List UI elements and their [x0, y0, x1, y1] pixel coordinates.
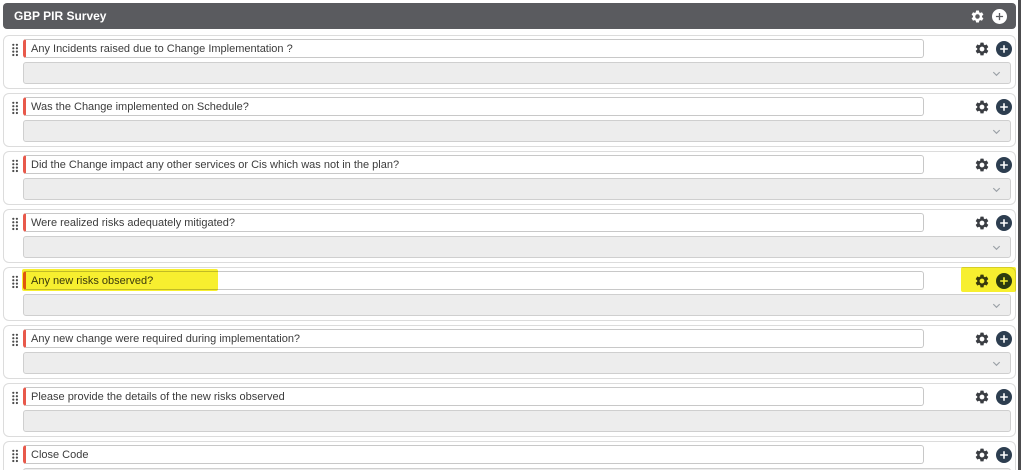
question-settings-icon[interactable] [974, 389, 990, 405]
survey-header: GBP PIR Survey [3, 3, 1016, 29]
drag-handle-icon[interactable] [11, 275, 19, 289]
drag-handle-icon[interactable] [11, 159, 19, 173]
question-add-circle-icon[interactable] [996, 446, 1012, 463]
chevron-down-icon [992, 71, 1001, 77]
drag-handle-icon[interactable] [11, 101, 19, 115]
survey-question-card [3, 267, 1016, 321]
answer-select[interactable] [23, 352, 1011, 374]
chevron-down-icon [992, 187, 1001, 193]
survey-question-card [3, 383, 1016, 437]
question-add-circle-icon[interactable] [996, 98, 1012, 115]
question-settings-icon[interactable] [974, 99, 990, 115]
question-text-input[interactable] [23, 329, 924, 348]
chevron-down-icon [992, 129, 1001, 135]
question-settings-icon[interactable] [974, 331, 990, 347]
question-add-circle-icon[interactable] [996, 330, 1012, 347]
question-actions [974, 213, 1012, 232]
answer-select[interactable] [23, 62, 1011, 84]
window-edge-line [1018, 0, 1021, 470]
question-add-circle-icon[interactable] [996, 388, 1012, 405]
question-add-circle-icon[interactable] [996, 156, 1012, 173]
drag-handle-icon[interactable] [11, 217, 19, 231]
answer-select[interactable] [23, 178, 1011, 200]
question-add-circle-icon[interactable] [996, 214, 1012, 231]
survey-question-card [3, 441, 1016, 470]
drag-handle-icon[interactable] [11, 333, 19, 347]
question-actions [974, 97, 1012, 116]
survey-question-card [3, 35, 1016, 89]
question-text-input[interactable] [23, 445, 924, 464]
answer-select[interactable] [23, 120, 1011, 142]
survey-add-circle-icon[interactable] [992, 8, 1007, 24]
question-text-input[interactable] [23, 155, 924, 174]
survey-question-card [3, 151, 1016, 205]
drag-handle-icon[interactable] [11, 43, 19, 57]
answer-select[interactable] [23, 294, 1011, 316]
chevron-down-icon [992, 245, 1001, 251]
question-actions [974, 329, 1012, 348]
question-settings-icon[interactable] [974, 447, 990, 463]
question-actions [974, 445, 1012, 464]
question-text-input[interactable] [23, 39, 924, 58]
drag-handle-icon[interactable] [11, 391, 19, 405]
question-settings-icon[interactable] [974, 215, 990, 231]
chevron-down-icon [992, 303, 1001, 309]
survey-container: GBP PIR Survey [3, 3, 1016, 470]
question-actions [974, 387, 1012, 406]
survey-title: GBP PIR Survey [14, 9, 107, 23]
question-actions [974, 271, 1012, 290]
question-text-input[interactable] [23, 97, 924, 116]
drag-handle-icon[interactable] [11, 449, 19, 463]
survey-question-card [3, 93, 1016, 147]
question-add-circle-icon[interactable] [996, 40, 1012, 57]
question-add-circle-icon[interactable] [996, 272, 1012, 289]
survey-question-card [3, 209, 1016, 263]
question-settings-icon[interactable] [974, 41, 990, 57]
question-actions [974, 155, 1012, 174]
question-actions [974, 39, 1012, 58]
answer-select[interactable] [23, 236, 1011, 258]
survey-header-actions [970, 3, 1007, 29]
question-settings-icon[interactable] [974, 157, 990, 173]
question-text-input[interactable] [23, 213, 924, 232]
answer-select[interactable] [23, 468, 1011, 470]
question-list [3, 35, 1016, 470]
question-settings-icon[interactable] [974, 273, 990, 289]
question-text-input[interactable] [23, 387, 924, 406]
chevron-down-icon [992, 361, 1001, 367]
survey-question-card [3, 325, 1016, 379]
survey-settings-icon[interactable] [970, 9, 985, 24]
question-text-input[interactable] [23, 271, 924, 290]
answer-text-field[interactable] [23, 410, 1011, 432]
